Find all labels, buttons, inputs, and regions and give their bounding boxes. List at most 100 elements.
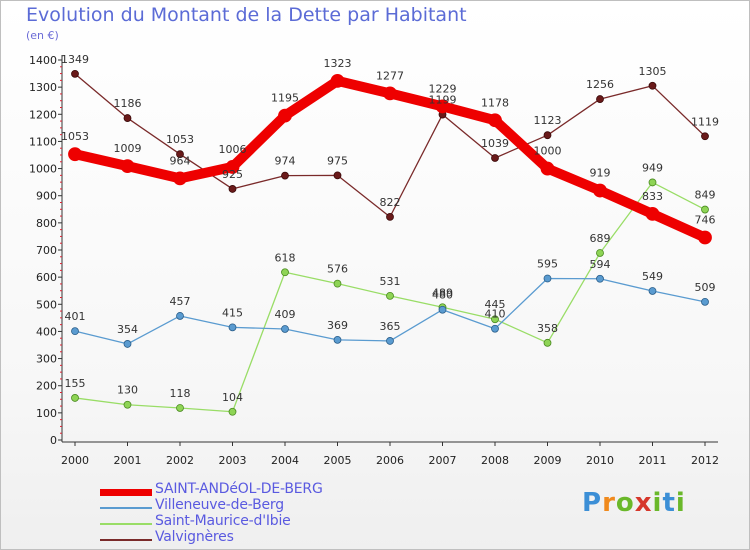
x-tick-label: 2010 bbox=[586, 454, 614, 467]
series-valvigneres-point bbox=[596, 95, 604, 103]
x-tick-label: 2009 bbox=[534, 454, 562, 467]
series-villeneuve-point bbox=[491, 324, 499, 333]
x-tick-label: 2006 bbox=[376, 454, 404, 467]
series-saint-andeol-point bbox=[645, 206, 660, 221]
series-saint-andeol-point bbox=[278, 108, 292, 123]
chart-unit: (en €) bbox=[26, 29, 59, 42]
series-saint-maurice-data-label: 689 bbox=[590, 232, 611, 245]
series-saint-maurice-data-label: 104 bbox=[222, 391, 243, 404]
series-saint-maurice-data-label: 445 bbox=[485, 298, 506, 311]
series-villeneuve-data-label: 354 bbox=[117, 323, 138, 336]
series-villeneuve-data-label: 409 bbox=[275, 308, 296, 321]
proxiti-logo: Proxiti bbox=[582, 488, 686, 518]
series-valvigneres-data-label: 1053 bbox=[166, 133, 194, 146]
series-saint-maurice-point bbox=[71, 394, 79, 402]
series-valvigneres-point bbox=[333, 171, 342, 180]
x-tick-label: 2007 bbox=[429, 454, 457, 467]
series-valvigneres-data-label: 822 bbox=[380, 196, 401, 209]
series-valvigneres-data-label: 1123 bbox=[534, 114, 562, 127]
series-villeneuve-data-label: 480 bbox=[432, 289, 453, 302]
legend-swatch bbox=[100, 539, 152, 541]
series-saint-andeol-point bbox=[225, 160, 240, 174]
series-saint-maurice-point bbox=[386, 291, 394, 300]
y-tick-label: 100 bbox=[36, 407, 57, 420]
series-saint-andeol-data-label: 1009 bbox=[114, 142, 142, 155]
series-saint-maurice-point bbox=[596, 249, 604, 257]
series-saint-maurice-point bbox=[333, 279, 342, 288]
series-valvigneres-point bbox=[281, 171, 289, 180]
series-saint-maurice-point bbox=[123, 400, 132, 409]
series-valvigneres-data-label: 1199 bbox=[429, 94, 457, 107]
series-villeneuve-point bbox=[176, 312, 184, 320]
series-villeneuve-line bbox=[74, 277, 706, 345]
series-villeneuve-data-label: 369 bbox=[327, 319, 348, 332]
series-saint-andeol-data-label: 964 bbox=[170, 154, 191, 167]
x-tick-label: 2001 bbox=[114, 454, 142, 467]
series-saint-maurice-point bbox=[281, 268, 289, 277]
x-tick-label: 2012 bbox=[691, 454, 719, 467]
series-villeneuve-data-label: 365 bbox=[380, 320, 401, 333]
series-valvigneres-point bbox=[71, 69, 79, 78]
series-saint-andeol-data-label: 1195 bbox=[271, 92, 299, 105]
series-saint-andeol-data-label: 1277 bbox=[376, 69, 404, 82]
y-tick-label: 400 bbox=[36, 325, 57, 338]
series-valvigneres-data-label: 1349 bbox=[61, 53, 89, 66]
series-saint-andeol-point bbox=[330, 74, 345, 88]
y-tick-label: 1000 bbox=[29, 163, 57, 176]
x-tick-label: 2004 bbox=[271, 454, 299, 467]
series-saint-andeol-point bbox=[173, 171, 187, 186]
chart-title: Evolution du Montant de la Dette par Hab… bbox=[26, 4, 467, 26]
series-valvigneres-data-label: 1256 bbox=[586, 78, 614, 91]
series-saint-andeol-data-label: 1000 bbox=[534, 145, 562, 158]
series-valvigneres-data-label: 1186 bbox=[114, 97, 142, 110]
y-tick-label: 200 bbox=[36, 380, 57, 393]
y-tick-label: 700 bbox=[36, 244, 57, 257]
series-villeneuve-data-label: 410 bbox=[485, 308, 506, 321]
series-valvigneres-data-label: 974 bbox=[275, 155, 296, 168]
y-tick-label: 600 bbox=[36, 271, 57, 284]
y-tick-label: 1400 bbox=[29, 54, 57, 67]
legend-label: Villeneuve-de-Berg bbox=[155, 497, 284, 513]
series-saint-andeol-point bbox=[593, 183, 607, 198]
series-saint-maurice-point bbox=[228, 407, 237, 416]
x-tick-label: 2011 bbox=[639, 454, 667, 467]
series-saint-andeol-point bbox=[698, 230, 712, 245]
series-saint-andeol-point bbox=[488, 113, 502, 128]
series-valvigneres-point bbox=[491, 154, 499, 162]
series-saint-maurice-data-label: 949 bbox=[642, 161, 663, 174]
series-valvigneres-data-label: 1305 bbox=[639, 65, 667, 78]
series-saint-maurice-point bbox=[543, 338, 552, 347]
y-tick-label: 1200 bbox=[29, 108, 57, 121]
x-tick-label: 2000 bbox=[61, 454, 89, 467]
series-saint-andeol-data-label: 1178 bbox=[481, 96, 509, 109]
x-tick-label: 2005 bbox=[324, 454, 352, 467]
legend-label: Saint-Maurice-d'Ibie bbox=[155, 513, 291, 529]
series-saint-andeol-point bbox=[435, 99, 450, 114]
series-saint-maurice-data-label: 849 bbox=[695, 189, 716, 202]
series-villeneuve-point bbox=[333, 335, 342, 344]
series-valvigneres-point bbox=[648, 81, 657, 90]
series-valvigneres-data-label: 1039 bbox=[481, 137, 509, 150]
y-tick-label: 900 bbox=[36, 190, 57, 203]
series-valvigneres-point bbox=[123, 114, 132, 122]
legend-label: SAINT-ANDéOL-DE-BERG bbox=[155, 481, 323, 497]
x-tick-label: 2003 bbox=[219, 454, 247, 467]
series-saint-maurice-point bbox=[491, 315, 499, 324]
series-saint-andeol-point bbox=[540, 161, 555, 176]
series-valvigneres-point bbox=[701, 132, 709, 141]
series-saint-maurice-data-label: 155 bbox=[65, 377, 86, 390]
x-tick-label: 2008 bbox=[481, 454, 509, 467]
series-saint-andeol-point bbox=[120, 159, 135, 174]
legend-swatch bbox=[100, 523, 152, 525]
series-villeneuve-data-label: 595 bbox=[537, 258, 558, 271]
series-villeneuve-data-label: 509 bbox=[695, 281, 716, 294]
series-villeneuve-point bbox=[71, 327, 79, 336]
series-saint-andeol-data-label: 833 bbox=[642, 190, 663, 203]
series-villeneuve-point bbox=[648, 287, 657, 295]
y-tick-label: 1300 bbox=[29, 81, 57, 94]
series-saint-andeol-data-label: 1053 bbox=[61, 130, 89, 143]
legend-swatch bbox=[100, 488, 152, 496]
series-saint-maurice-data-label: 489 bbox=[432, 286, 453, 299]
series-villeneuve-point bbox=[543, 274, 552, 283]
series-saint-andeol-point bbox=[68, 147, 82, 162]
